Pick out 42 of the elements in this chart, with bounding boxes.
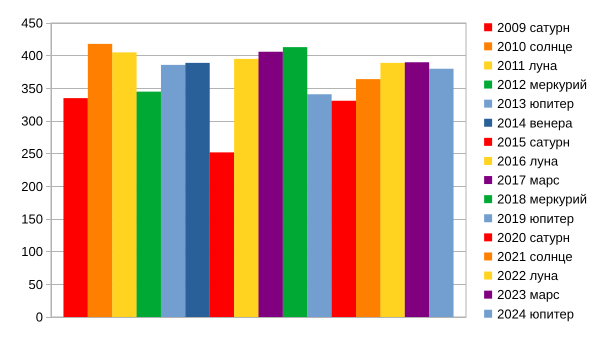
legend-label: 2011 луна [497, 58, 558, 73]
legend-label: 2015 сатурн [497, 134, 570, 150]
legend-label: 2017 марс [497, 172, 560, 188]
bar [429, 68, 454, 317]
y-tick-label: 100 [21, 244, 43, 260]
legend-label: 2018 меркурий [497, 192, 588, 207]
bar [160, 64, 186, 317]
y-tick-label: 200 [21, 178, 43, 194]
y-tick-label: 50 [28, 276, 43, 292]
legend-label: 2021 солнце [497, 248, 573, 264]
bar [404, 62, 430, 317]
legend-label: 2014 венера [497, 115, 574, 130]
y-tick-label: 350 [21, 80, 43, 96]
y-tick-label: 450 [21, 16, 43, 30]
bar [210, 152, 234, 317]
legend-label: 2012 меркурий [497, 77, 588, 92]
y-tick-label: 0 [36, 310, 43, 324]
bar [136, 92, 161, 317]
legend-label: 2016 луна [497, 153, 559, 168]
legend-label: 2023 марс [497, 287, 560, 302]
y-tick-label: 400 [21, 48, 43, 64]
y-tick-label: 150 [21, 212, 43, 226]
bar [356, 79, 380, 317]
legend-label: 2013 юпитер [497, 96, 574, 112]
bar [112, 52, 137, 317]
bar [258, 52, 283, 317]
y-tick-label: 250 [21, 146, 43, 162]
bar [234, 58, 258, 317]
bar [380, 62, 405, 317]
legend-label: 2010 солнце [497, 38, 573, 54]
legend-label: 2019 юпитер [497, 210, 574, 226]
bar [185, 62, 210, 317]
bar [282, 47, 308, 317]
bar [88, 44, 112, 317]
bar [63, 98, 88, 317]
legend-label: 2020 сатурн [497, 230, 570, 245]
legend-label: 2022 луна [497, 268, 559, 284]
y-tick-label: 300 [21, 114, 43, 128]
legend-label: 2024 юпитер [497, 306, 574, 322]
bar [332, 100, 356, 317]
bar [307, 94, 332, 317]
legend-label: 2009 сатурн [497, 20, 570, 35]
